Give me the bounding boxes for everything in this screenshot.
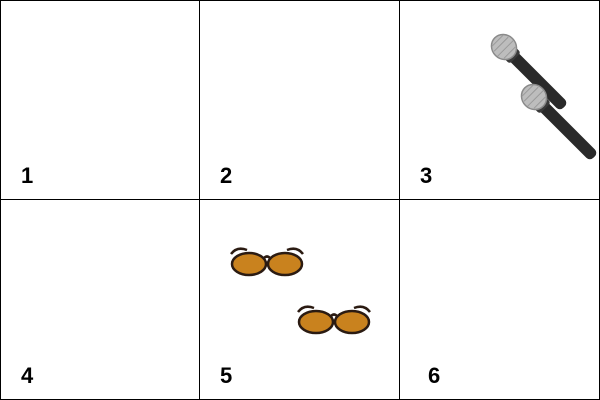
grid-cell-6: 6 [400, 200, 600, 400]
cell-number: 4 [21, 363, 34, 388]
grid-cell-3: 3 [400, 0, 600, 200]
microphone-icon [490, 33, 567, 110]
cell-number: 6 [428, 363, 441, 388]
sunglasses [230, 247, 371, 335]
grid-cell-1: 1 [0, 0, 200, 200]
cell-number: 2 [220, 163, 233, 188]
cell-number: 3 [420, 163, 433, 188]
grid-cell-5: 5 [200, 200, 400, 400]
grid-cell-4: 4 [0, 200, 200, 400]
grid-cell-2: 2 [200, 0, 400, 200]
microphones [490, 33, 597, 160]
sunglasses-icon [230, 247, 304, 277]
cell-number: 1 [21, 163, 34, 188]
microphone-icon [520, 83, 597, 160]
sunglasses-icon [297, 305, 371, 335]
cell-number: 5 [220, 363, 233, 388]
